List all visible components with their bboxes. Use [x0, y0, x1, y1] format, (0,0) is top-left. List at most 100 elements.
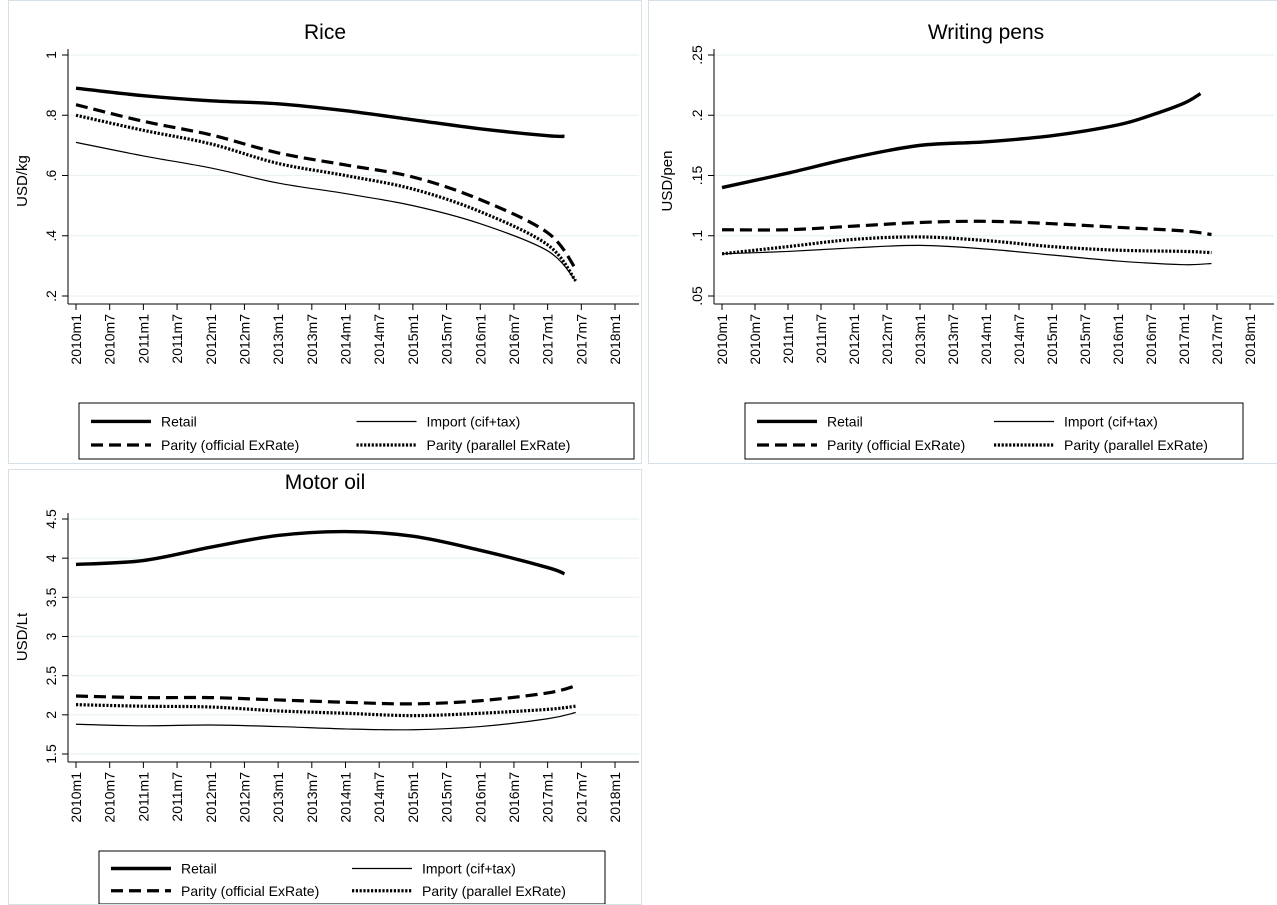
x-tick-label: 2016m7	[1143, 314, 1159, 365]
chart-panel-rice: Rice USD/kg .2 .4 .6 .8 1 2010m1 2010m7 2011m1 201…	[8, 0, 642, 464]
legend-label-retail: Retail	[161, 413, 197, 429]
chart-panel-writing-pens: Writing pens USD/pen .05 .1 .15 .2 .25 2010m1 20…	[648, 0, 1277, 464]
x-tick-label: 2011m7	[169, 772, 185, 822]
x-tick-label: 2011m7	[813, 314, 829, 364]
y-tick-label: .2	[689, 109, 705, 121]
x-tick-label: 2015m7	[439, 314, 455, 365]
x-tick-label: 2017m7	[573, 772, 589, 823]
x-tick-label: 2011m1	[135, 314, 151, 364]
y-tick-label: .4	[43, 230, 59, 242]
legend-label-parity-parallel: Parity (parallel ExRate)	[1064, 437, 1208, 453]
y-tick-label: 2	[43, 711, 59, 719]
y-tick-label: 1.5	[43, 744, 59, 764]
legend-label-import: Import (cif+tax)	[422, 860, 516, 876]
x-tick-label: 2015m7	[439, 772, 455, 823]
x-tick-label: 2018m1	[607, 314, 623, 365]
x-tick-label: 2010m7	[102, 772, 118, 823]
legend-label-parity-official: Parity (official ExRate)	[161, 437, 299, 453]
legend-label-retail: Retail	[827, 413, 863, 429]
x-tick-label: 2016m1	[1110, 314, 1126, 365]
y-tick-label: .8	[43, 109, 59, 121]
legend-label-retail: Retail	[181, 860, 217, 876]
chart-title: Writing pens	[928, 21, 1044, 44]
x-tick-label: 2017m1	[540, 772, 556, 823]
x-tick-label: 2017m1	[1176, 314, 1192, 365]
x-tick-label: 2010m7	[747, 314, 763, 365]
chart-svg: Writing pens USD/pen .05 .1 .15 .2 .25 2010m1 20…	[659, 21, 1274, 460]
x-tick-label: 2010m1	[68, 314, 84, 365]
series-line-import	[75, 141, 577, 282]
x-tick-label: 2011m1	[780, 314, 796, 364]
y-tick-label: .6	[43, 169, 59, 181]
chart-svg: Rice USD/kg .2 .4 .6 .8 1 2010m1 2010m7 2011m1 201…	[14, 21, 639, 460]
y-tick-label: .25	[689, 45, 705, 65]
legend-label-import: Import (cif+tax)	[427, 413, 521, 429]
series-line-retail	[721, 92, 1202, 190]
x-tick-label: 2012m7	[236, 772, 252, 823]
legend-label-parity-official: Parity (official ExRate)	[827, 437, 965, 453]
x-tick-label: 2016m7	[506, 772, 522, 823]
x-tick-label: 2012m7	[879, 314, 895, 365]
legend-box	[98, 850, 606, 904]
x-tick-label: 2012m1	[846, 314, 862, 365]
y-axis-label: USD/Lt	[14, 612, 31, 661]
series-line-parity-parallel	[721, 235, 1212, 256]
y-tick-label: .2	[43, 290, 59, 302]
series-line-parity-official	[75, 684, 577, 706]
y-tick-label: 3.5	[43, 587, 59, 607]
series-line-parity-parallel	[75, 113, 578, 282]
x-tick-label: 2013m1	[270, 314, 286, 365]
x-tick-label: 2018m1	[607, 772, 623, 823]
y-tick-label: 2.5	[43, 666, 59, 686]
y-tick-label: 1	[43, 51, 59, 59]
series-line-import	[721, 244, 1212, 266]
y-tick-label: .15	[689, 166, 705, 186]
legend-label-parity-parallel: Parity (parallel ExRate)	[422, 883, 566, 899]
x-tick-label: 2017m7	[1209, 314, 1225, 365]
chart-title: Motor oil	[285, 471, 366, 494]
legend-box	[78, 402, 635, 460]
x-tick-label: 2014m1	[978, 314, 994, 365]
x-tick-label: 2012m1	[203, 772, 219, 823]
series-line-parity-parallel	[75, 703, 576, 718]
x-tick-label: 2017m7	[573, 314, 589, 365]
y-tick-label: 4.5	[43, 509, 59, 529]
x-tick-label: 2013m7	[304, 314, 320, 365]
x-tick-label: 2016m1	[472, 772, 488, 823]
x-tick-label: 2014m1	[338, 314, 354, 365]
x-tick-label: 2013m1	[270, 772, 286, 823]
y-axis-label: USD/pen	[659, 151, 676, 212]
series-line-parity-official	[75, 103, 578, 270]
x-tick-label: 2011m7	[169, 314, 185, 364]
legend-label-parity-official: Parity (official ExRate)	[181, 883, 319, 899]
x-tick-label: 2017m1	[540, 314, 556, 365]
x-tick-label: 2012m1	[203, 314, 219, 365]
x-tick-label: 2015m7	[1077, 314, 1093, 365]
y-tick-label: 3	[43, 632, 59, 640]
x-tick-label: 2013m7	[304, 772, 320, 823]
x-tick-label: 2013m1	[912, 314, 928, 365]
x-tick-label: 2014m7	[1011, 314, 1027, 365]
x-tick-label: 2012m7	[236, 314, 252, 365]
x-tick-label: 2015m1	[405, 772, 421, 823]
x-tick-label: 2010m7	[102, 314, 118, 365]
y-tick-label: 4	[43, 554, 59, 562]
x-tick-label: 2014m7	[371, 772, 387, 823]
x-tick-label: 2010m1	[68, 772, 84, 823]
x-tick-label: 2016m7	[506, 314, 522, 365]
series-line-parity-official	[721, 219, 1212, 237]
x-tick-label: 2010m1	[714, 314, 730, 365]
y-tick-label: .1	[689, 230, 705, 242]
chart-svg: Motor oil USD/Lt 1.5 2 2.5 3 3.5 4 4.5 2010m1 2010…	[14, 471, 639, 904]
y-tick-label: .05	[689, 286, 705, 306]
series-line-retail	[75, 86, 565, 139]
chart-title: Rice	[304, 21, 346, 44]
legend-box	[744, 402, 1244, 460]
legend-label-import: Import (cif+tax)	[1064, 413, 1158, 429]
series-line-retail	[75, 529, 566, 576]
x-tick-label: 2015m1	[1044, 314, 1060, 365]
x-tick-label: 2014m1	[338, 772, 354, 823]
x-tick-label: 2014m7	[371, 314, 387, 365]
chart-panel-motor-oil: Motor oil USD/Lt 1.5 2 2.5 3 3.5 4 4.5 2010m1 2010…	[8, 469, 642, 905]
x-tick-label: 2013m7	[945, 314, 961, 365]
